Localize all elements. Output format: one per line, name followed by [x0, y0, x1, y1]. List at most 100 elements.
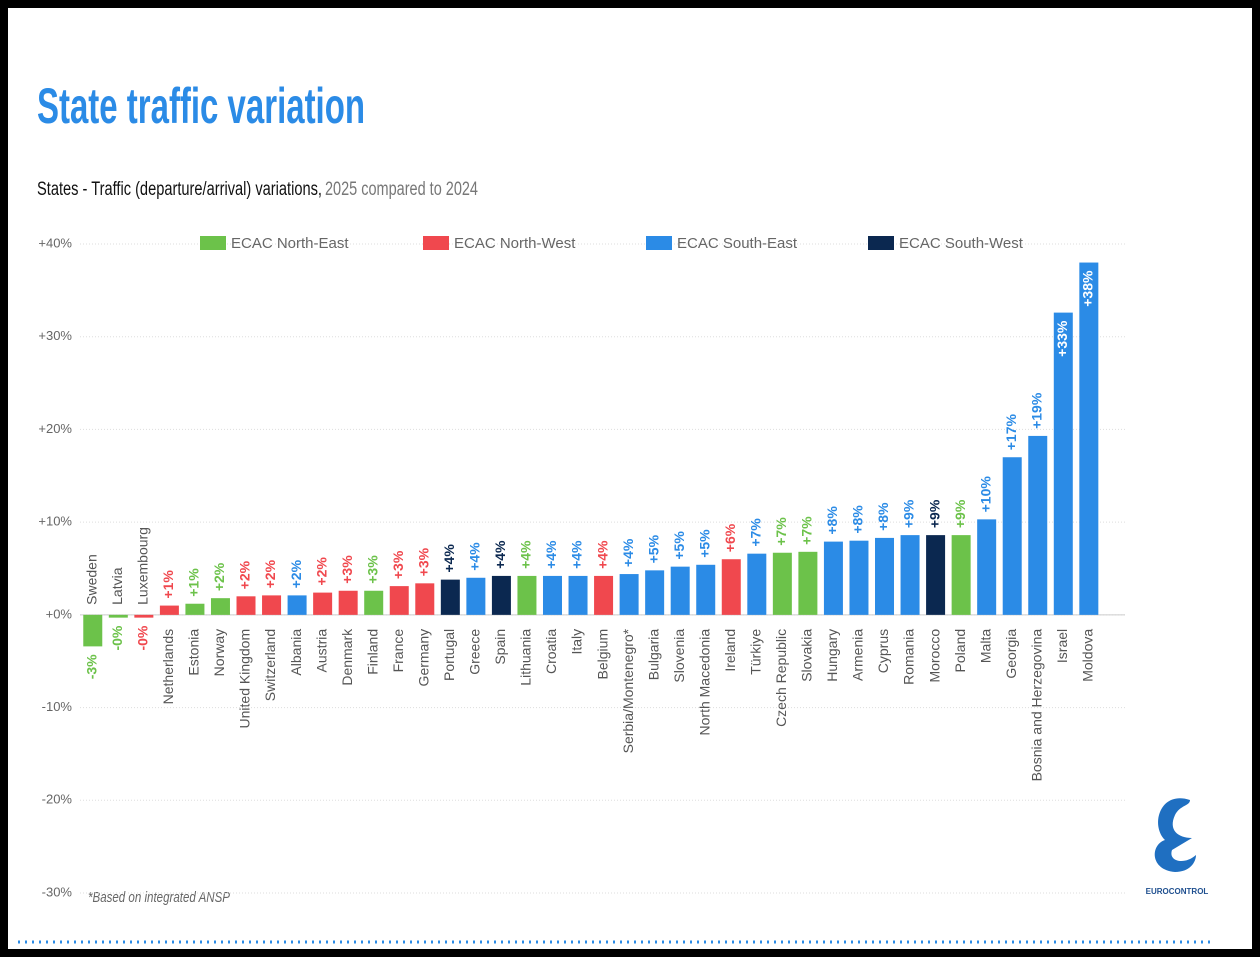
value-label: +4%: [467, 542, 483, 571]
bar: [159, 605, 179, 615]
value-label: +5%: [645, 534, 661, 563]
x-tick-label: Finland: [364, 629, 380, 675]
value-label: +17%: [1003, 413, 1019, 450]
bar: [568, 575, 588, 615]
bar: [83, 614, 103, 647]
x-tick-label: Türkiye: [748, 629, 764, 675]
x-tick-label: Armenia: [850, 629, 866, 681]
bar: [721, 559, 741, 615]
legend-swatch: [200, 236, 226, 250]
value-label: +9%: [952, 499, 968, 528]
x-tick-label: Albania: [288, 629, 304, 676]
x-tick-label: Cyprus: [875, 629, 891, 673]
bar: [389, 586, 409, 615]
value-label: +10%: [977, 476, 993, 513]
x-tick-label: Poland: [952, 629, 968, 673]
value-label: +3%: [415, 547, 431, 576]
bar: [798, 551, 818, 615]
bar: [1079, 262, 1099, 615]
x-tick-label: Georgia: [1003, 629, 1019, 679]
value-label: +4%: [518, 540, 534, 569]
bar: [491, 575, 511, 615]
value-label: +7%: [799, 516, 815, 545]
value-label: +9%: [926, 499, 942, 528]
y-tick-label: +30%: [38, 328, 72, 343]
x-tick-label: Portugal: [441, 629, 457, 681]
x-tick-label: Romania: [901, 629, 917, 685]
bar: [772, 552, 792, 615]
legend-swatch: [423, 236, 449, 250]
x-tick-label: Germany: [415, 629, 431, 687]
y-tick-label: -10%: [42, 699, 73, 714]
value-label: -0%: [109, 625, 125, 650]
x-tick-label: Malta: [977, 629, 993, 663]
x-tick-label: Spain: [492, 629, 508, 665]
bar: [542, 575, 562, 615]
logo-mark: [1154, 798, 1196, 872]
value-label: +33%: [1054, 320, 1070, 357]
value-label: +3%: [390, 550, 406, 579]
legend-label: ECAC North-West: [454, 235, 576, 252]
x-tick-label: Netherlands: [160, 629, 176, 705]
x-tick-label: North Macedonia: [696, 629, 712, 736]
x-tick-label: United Kingdom: [237, 629, 253, 729]
x-tick-label: Luxembourg: [135, 527, 151, 605]
value-label: +4%: [492, 540, 508, 569]
bar: [262, 595, 282, 615]
bar: [185, 603, 205, 615]
value-label: +38%: [1080, 270, 1096, 307]
x-tick-label: Belgium: [594, 629, 610, 680]
bar: [440, 579, 460, 615]
x-tick-label: Denmark: [339, 628, 355, 686]
y-tick-label: -20%: [42, 792, 73, 807]
y-tick-label: +10%: [38, 514, 72, 529]
x-tick-label: Sweden: [83, 554, 99, 605]
value-label: +4%: [543, 540, 559, 569]
bar: [926, 535, 946, 615]
legend-label: ECAC South-West: [899, 235, 1024, 252]
bar: [1053, 312, 1073, 615]
bar: [287, 595, 307, 615]
value-label: +5%: [696, 529, 712, 558]
x-tick-label: Ireland: [722, 629, 738, 672]
bar: [517, 575, 537, 615]
x-tick-label: Morocco: [926, 629, 942, 683]
bar: [415, 583, 435, 615]
subtitle: States - Traffic (departure/arrival) var…: [37, 179, 322, 200]
bar: [210, 598, 230, 615]
bar: [134, 614, 154, 618]
y-tick-label: -30%: [42, 884, 73, 899]
value-label: +3%: [339, 555, 355, 584]
bar: [594, 575, 614, 615]
y-tick-label: +20%: [38, 421, 72, 436]
x-tick-label: Israel: [1054, 629, 1070, 663]
bar: [900, 535, 920, 615]
value-label: -3%: [83, 654, 99, 679]
x-tick-label: Switzerland: [262, 629, 278, 701]
x-tick-label: Moldova: [1080, 629, 1096, 682]
note: *Based on integrated ANSP: [88, 889, 230, 906]
x-tick-label: Hungary: [824, 629, 840, 682]
x-tick-label: Norway: [211, 629, 227, 676]
logo: EUROCONTROL: [1146, 798, 1209, 896]
logo-text: EUROCONTROL: [1146, 887, 1209, 896]
x-tick-label: Slovakia: [799, 629, 815, 682]
bar: [875, 537, 895, 615]
value-label: +7%: [773, 517, 789, 546]
value-label: +19%: [1028, 392, 1044, 429]
value-label: +4%: [594, 540, 610, 569]
value-label: +4%: [569, 540, 585, 569]
value-label: +4%: [620, 538, 636, 567]
subtitle-period: 2025 compared to 2024: [325, 179, 478, 200]
legend-label: ECAC North-East: [231, 235, 349, 252]
bar: [849, 540, 869, 615]
bar: [977, 519, 997, 615]
value-label: +2%: [262, 559, 278, 588]
bar: [619, 574, 639, 615]
value-label: +2%: [313, 557, 329, 586]
bar: [747, 553, 767, 615]
value-label: +3%: [364, 555, 380, 584]
value-label: +8%: [875, 502, 891, 531]
